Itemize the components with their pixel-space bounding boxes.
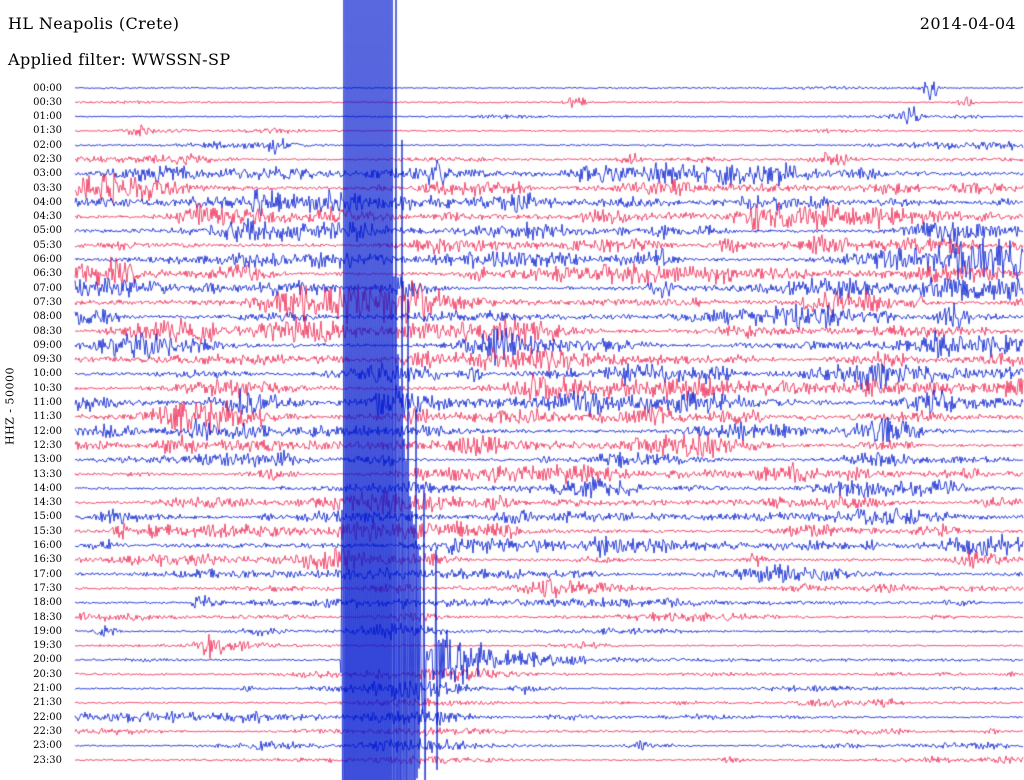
time-label: 09:30 bbox=[33, 354, 62, 366]
channel-scale-label: HHZ - 50000 bbox=[3, 366, 17, 446]
time-label: 11:30 bbox=[33, 411, 62, 423]
time-label: 15:00 bbox=[33, 511, 62, 523]
time-label: 05:00 bbox=[33, 225, 62, 237]
time-label: 00:00 bbox=[33, 82, 62, 94]
time-label: 12:30 bbox=[33, 439, 62, 451]
time-label: 18:30 bbox=[33, 611, 62, 623]
time-label: 05:30 bbox=[33, 239, 62, 251]
time-label: 20:30 bbox=[33, 668, 62, 680]
time-label: 22:00 bbox=[33, 711, 62, 723]
time-label: 19:00 bbox=[33, 625, 62, 637]
time-label: 22:30 bbox=[33, 725, 62, 737]
time-label: 17:30 bbox=[33, 582, 62, 594]
time-label: 04:00 bbox=[33, 196, 62, 208]
time-label: 12:00 bbox=[33, 425, 62, 437]
time-label: 07:00 bbox=[33, 282, 62, 294]
time-label: 03:00 bbox=[33, 168, 62, 180]
time-label: 10:30 bbox=[33, 382, 62, 394]
time-label: 14:30 bbox=[33, 497, 62, 509]
time-label: 00:30 bbox=[33, 96, 62, 108]
time-label: 21:30 bbox=[33, 697, 62, 709]
time-label: 21:00 bbox=[33, 683, 62, 695]
time-label: 23:00 bbox=[33, 740, 62, 752]
station-title: HL Neapolis (Crete) bbox=[8, 14, 180, 33]
time-label: 04:30 bbox=[33, 211, 62, 223]
time-label: 17:00 bbox=[33, 568, 62, 580]
time-label: 06:30 bbox=[33, 268, 62, 280]
time-label: 09:00 bbox=[33, 339, 62, 351]
time-label: 03:30 bbox=[33, 182, 62, 194]
time-label: 02:30 bbox=[33, 153, 62, 165]
time-label: 10:00 bbox=[33, 368, 62, 380]
time-label: 01:00 bbox=[33, 111, 62, 123]
time-label: 18:00 bbox=[33, 597, 62, 609]
time-label: 14:00 bbox=[33, 482, 62, 494]
time-label: 11:00 bbox=[33, 397, 62, 409]
time-label: 16:00 bbox=[33, 540, 62, 552]
time-label: 13:00 bbox=[33, 454, 62, 466]
time-label: 20:00 bbox=[33, 654, 62, 666]
time-label: 13:30 bbox=[33, 468, 62, 480]
applied-filter-label: Applied filter: WWSSN-SP bbox=[8, 50, 231, 69]
date-label: 2014-04-04 bbox=[919, 14, 1016, 33]
time-label: 01:30 bbox=[33, 125, 62, 137]
time-label: 16:30 bbox=[33, 554, 62, 566]
time-label: 08:30 bbox=[33, 325, 62, 337]
time-label: 19:30 bbox=[33, 640, 62, 652]
time-label: 23:30 bbox=[33, 754, 62, 766]
time-label: 07:30 bbox=[33, 296, 62, 308]
time-label: 06:00 bbox=[33, 254, 62, 266]
time-label: 15:30 bbox=[33, 525, 62, 537]
time-label: 08:00 bbox=[33, 311, 62, 323]
time-label: 02:00 bbox=[33, 139, 62, 151]
